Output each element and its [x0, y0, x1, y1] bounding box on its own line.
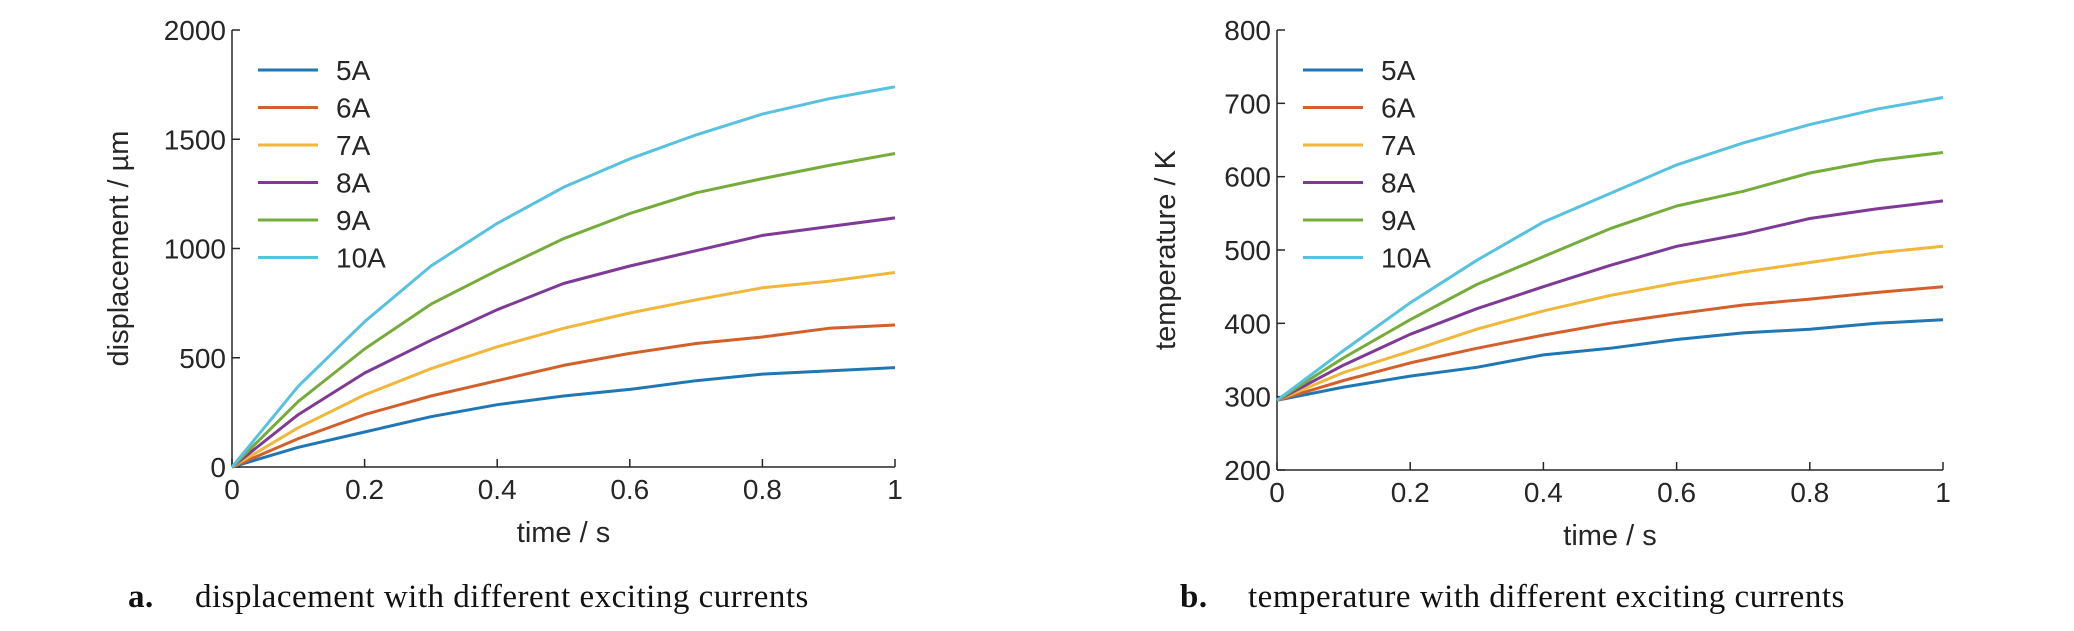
disp-y-axis-label: displacement / µm: [103, 131, 135, 367]
disp-series-line-7a: [231, 271, 896, 469]
disp-series-line-5a: [231, 366, 896, 469]
temp-series-line-7a: [1276, 244, 1944, 402]
caption-b-text: temperature with different exciting curr…: [1248, 579, 1845, 615]
disp-x-tick-label: 0.6: [610, 474, 649, 505]
temp-legend-label-5a: 5A: [1381, 55, 1416, 86]
temp-y-tick-label: 200: [1224, 455, 1271, 486]
disp-x-tick-label: 0.2: [345, 474, 384, 505]
temp-y-tick-label: 700: [1224, 88, 1271, 119]
disp-x-tick-label: 0.4: [478, 474, 517, 505]
temp-legend-label-9a: 9A: [1381, 205, 1416, 236]
caption-a-text: displacement with different exciting cur…: [195, 579, 809, 615]
disp-legend-label-9a: 9A: [336, 205, 371, 236]
temp-series-line-9a: [1276, 151, 1944, 402]
temp-legend-label-7a: 7A: [1381, 130, 1416, 161]
disp-legend-label-7a: 7A: [336, 130, 371, 161]
temp-series-line-5a: [1276, 318, 1944, 402]
disp-y-tick-label: 1000: [164, 234, 226, 265]
disp-x-tick-label: 1: [887, 474, 903, 505]
temp-series-line-6a: [1276, 285, 1944, 402]
disp-x-axis-label: time / s: [517, 517, 610, 549]
temp-y-tick-label: 800: [1224, 15, 1271, 46]
temp-x-tick-label: 0.2: [1391, 477, 1430, 508]
temp-y-tick-label: 300: [1224, 382, 1271, 413]
temp-y-tick-label: 400: [1224, 308, 1271, 339]
temp-y-tick-label: 500: [1224, 235, 1271, 266]
disp-y-tick-label: 0: [210, 452, 226, 483]
disp-y-tick-label: 2000: [164, 15, 226, 46]
disp-x-tick-label: 0.8: [743, 474, 782, 505]
disp-legend-label-5a: 5A: [336, 55, 371, 86]
caption-a: a. displacement with different exciting …: [128, 579, 809, 615]
temp-x-tick-label: 0: [1269, 477, 1285, 508]
caption-b: b. temperature with different exciting c…: [1180, 579, 1845, 615]
temp-x-tick-label: 0.6: [1657, 477, 1696, 508]
temp-x-tick-label: 0.8: [1790, 477, 1829, 508]
temp-legend-label-6a: 6A: [1381, 93, 1416, 124]
temp-legend-label-10a: 10A: [1381, 243, 1431, 274]
temp-legend-label-8a: 8A: [1381, 168, 1416, 199]
displacement-chart: 0 0.2 0.4 0.6 0.8 1 0 500 1000 1500 2000 time / s di…: [103, 15, 903, 549]
temp-x-axis-label: time / s: [1563, 520, 1656, 552]
disp-y-tick-label: 1500: [164, 124, 226, 155]
temp-y-tick-label: 600: [1224, 162, 1271, 193]
disp-legend-label-6a: 6A: [336, 93, 371, 124]
temp-series-line-8a: [1276, 199, 1944, 402]
disp-series-line-9a: [230, 152, 896, 469]
temp-y-axis-label: temperature / K: [1150, 149, 1182, 350]
disp-legend-label-10a: 10A: [336, 243, 386, 274]
temp-series-line-10a: [1276, 96, 1944, 402]
disp-series-line-8a: [231, 216, 896, 469]
disp-y-tick-label: 500: [179, 343, 226, 374]
temp-x-tick-label: 0.4: [1524, 477, 1563, 508]
disp-x-tick-label: 0: [224, 474, 240, 505]
caption-b-letter: b.: [1180, 579, 1208, 615]
temp-x-tick-label: 1: [1935, 477, 1951, 508]
caption-a-letter: a.: [128, 579, 154, 615]
disp-series-line-10a: [230, 85, 896, 468]
disp-series-line-6a: [231, 323, 896, 469]
disp-legend-label-8a: 8A: [336, 168, 371, 199]
temperature-chart: 0 0.2 0.4 0.6 0.8 1 200 300 400 500 600 700 800 time …: [1150, 15, 1951, 552]
